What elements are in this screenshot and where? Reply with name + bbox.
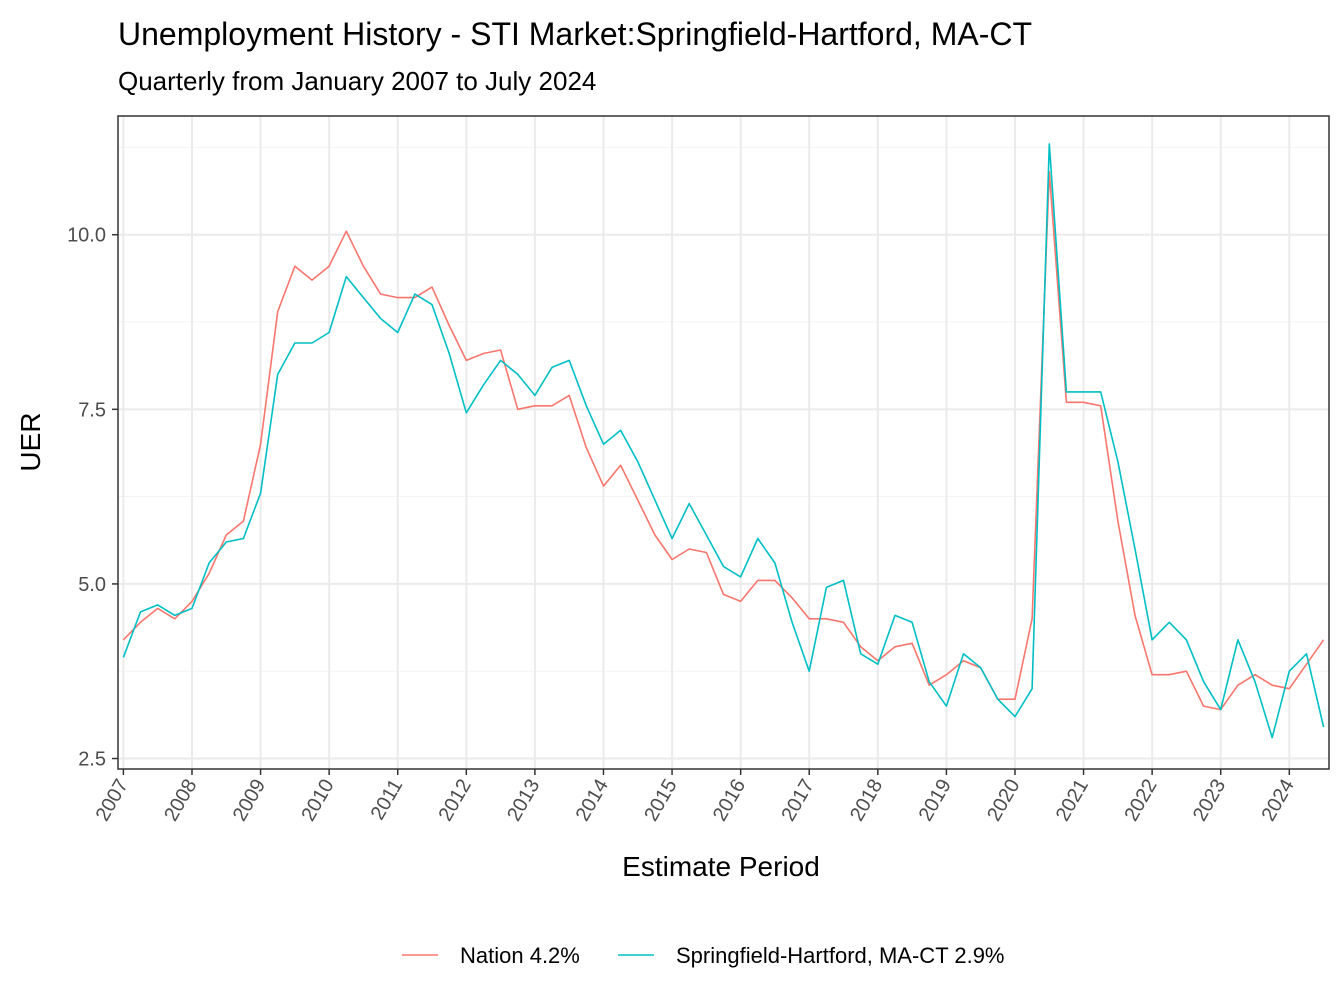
x-tick-label: 2022 [1120,776,1161,826]
y-tick-label: 7.5 [78,399,106,421]
x-tick-label: 2021 [1052,776,1093,826]
legend-label-springfield-hartford: Springfield-Hartford, MA-CT 2.9% [676,943,1005,968]
minor-gridlines-y [118,146,1329,672]
series-line-nation [122,171,1325,711]
x-tick-label: 2007 [92,776,133,826]
x-tick-label: 2015 [640,776,681,826]
x-tick-label: 2009 [229,776,270,826]
x-axis: 2007 2008 2009 2010 2011 2012 2013 2014 2015 2016… [92,769,1299,825]
y-axis: 2.5 5.0 7.5 10.0 [67,225,118,771]
y-tick-label: 2.5 [78,749,106,771]
x-tick-label: 2023 [1189,776,1230,826]
plot-border [117,115,1330,770]
legend: Nation 4.2% Springfield-Hartford, MA-CT … [402,943,1005,968]
series-lines [122,143,1325,739]
series-line-springfield-hartford [122,143,1325,739]
x-tick-label: 2013 [503,776,544,826]
x-axis-title: Estimate Period [622,851,820,882]
x-tick-label: 2008 [160,776,201,826]
chart-subtitle: Quarterly from January 2007 to July 2024 [118,66,596,96]
y-axis-title: UER [15,412,46,471]
x-tick-label: 2018 [846,776,887,826]
plot-background [118,116,1329,769]
y-tick-label: 5.0 [78,574,106,596]
x-tick-label: 2024 [1258,776,1299,826]
x-tick-label: 2017 [777,776,818,826]
x-tick-label: 2010 [297,776,338,826]
legend-label-nation: Nation 4.2% [460,943,580,968]
chart-title: Unemployment History - STI Market:Spring… [118,16,1032,52]
x-tick-label: 2016 [709,776,750,826]
plot-panel [117,115,1330,770]
x-tick-label: 2014 [572,776,613,826]
x-tick-label: 2019 [915,776,956,826]
x-tick-label: 2020 [983,776,1024,826]
major-gridlines-y [118,233,1329,760]
y-tick-label: 10.0 [67,225,106,247]
x-tick-label: 2011 [367,776,408,824]
x-tick-label: 2012 [435,776,476,826]
